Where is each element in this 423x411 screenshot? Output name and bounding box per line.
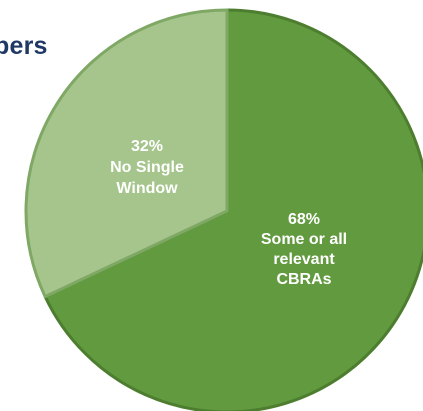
pie-slice-32 <box>24 8 229 299</box>
slice-percent-label: 68% <box>288 211 320 228</box>
slice-category-label: CBRAs <box>276 271 331 288</box>
slice-label-32: 32% No Single Window <box>110 138 184 197</box>
slice-category-label: Window <box>116 180 178 197</box>
slice-category-label: No Single <box>110 159 184 176</box>
chart-title-fragment: bers <box>0 32 48 60</box>
slice-category-label: Some or all <box>261 231 347 248</box>
slice-label-68: 68% Some or all relevant CBRAs <box>261 211 347 288</box>
pie-slices <box>24 8 423 411</box>
slice-category-label: relevant <box>273 251 335 268</box>
pie-slice-68 <box>43 8 423 411</box>
slice-percent-label: 32% <box>131 138 163 155</box>
pie-labels: 68% Some or all relevant CBRAs 32% No Single W… <box>110 138 347 288</box>
